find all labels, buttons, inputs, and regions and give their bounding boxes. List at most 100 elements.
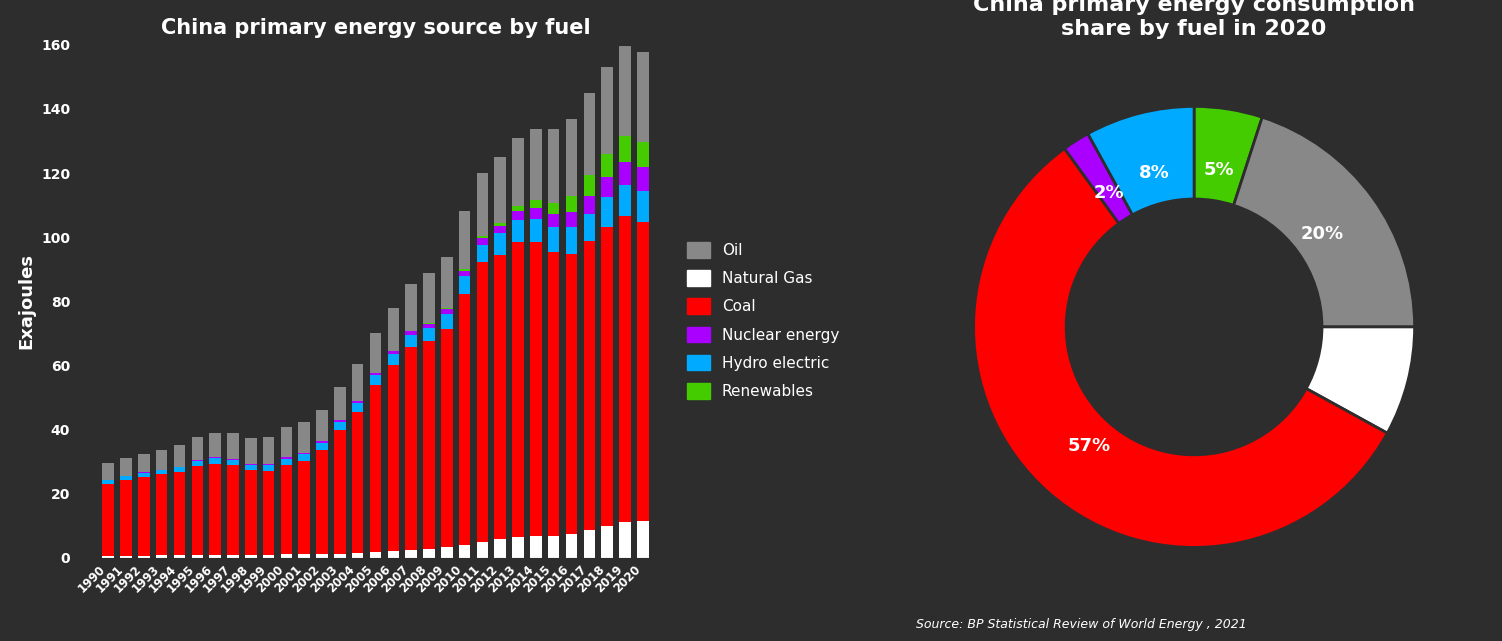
- Bar: [317, 450, 327, 554]
- Bar: [512, 219, 524, 242]
- Bar: [619, 136, 631, 162]
- Bar: [351, 412, 363, 553]
- Bar: [156, 470, 167, 474]
- Bar: [227, 460, 239, 465]
- Bar: [156, 450, 167, 469]
- Bar: [406, 335, 418, 347]
- Bar: [530, 242, 542, 536]
- Bar: [424, 549, 434, 558]
- Bar: [566, 119, 577, 196]
- Bar: [584, 93, 595, 176]
- Bar: [351, 401, 363, 403]
- Bar: [548, 536, 559, 558]
- Bar: [227, 433, 239, 459]
- Bar: [566, 254, 577, 534]
- Bar: [512, 206, 524, 212]
- Bar: [442, 256, 452, 308]
- Bar: [566, 212, 577, 227]
- Bar: [317, 441, 327, 443]
- Bar: [406, 550, 418, 558]
- Text: 2%: 2%: [1093, 184, 1125, 202]
- Bar: [227, 459, 239, 460]
- Bar: [530, 536, 542, 558]
- Bar: [548, 214, 559, 227]
- Bar: [530, 200, 542, 208]
- Wedge shape: [1307, 327, 1415, 433]
- Bar: [424, 328, 434, 340]
- Bar: [601, 153, 613, 176]
- Bar: [458, 545, 470, 558]
- Bar: [494, 233, 506, 254]
- Bar: [299, 453, 309, 454]
- Bar: [317, 554, 327, 558]
- Bar: [245, 470, 257, 555]
- Y-axis label: Exajoules: Exajoules: [18, 253, 36, 349]
- Bar: [458, 212, 470, 269]
- Bar: [512, 537, 524, 558]
- Bar: [299, 454, 309, 460]
- Bar: [388, 308, 400, 351]
- Bar: [530, 219, 542, 242]
- Bar: [120, 476, 132, 481]
- Bar: [120, 458, 132, 476]
- Bar: [406, 331, 418, 335]
- Bar: [281, 459, 293, 465]
- Text: 20%: 20%: [1301, 224, 1344, 242]
- Legend: Oil, Natural Gas, Coal, Nuclear energy, Hydro electric, Renewables: Oil, Natural Gas, Coal, Nuclear energy, …: [679, 235, 847, 406]
- Bar: [458, 269, 470, 271]
- Bar: [442, 308, 452, 313]
- Bar: [619, 47, 631, 136]
- Bar: [637, 522, 649, 558]
- Wedge shape: [1194, 106, 1262, 205]
- Bar: [245, 464, 257, 465]
- Text: Source: BP Statistical Review of World Energy , 2021: Source: BP Statistical Review of World E…: [916, 618, 1247, 631]
- Bar: [192, 555, 203, 558]
- Bar: [442, 547, 452, 558]
- Bar: [281, 465, 293, 554]
- Bar: [263, 465, 275, 471]
- Bar: [281, 458, 293, 459]
- Bar: [548, 203, 559, 214]
- Bar: [317, 410, 327, 441]
- Bar: [548, 227, 559, 252]
- Bar: [388, 551, 400, 558]
- Bar: [406, 284, 418, 331]
- Bar: [388, 351, 400, 354]
- Bar: [174, 445, 185, 467]
- Bar: [476, 237, 488, 238]
- Bar: [192, 460, 203, 461]
- Bar: [369, 375, 382, 385]
- Bar: [209, 464, 221, 555]
- Bar: [245, 438, 257, 464]
- Bar: [388, 365, 400, 551]
- Bar: [369, 333, 382, 372]
- Bar: [476, 262, 488, 542]
- Bar: [601, 526, 613, 558]
- Bar: [299, 460, 309, 554]
- Wedge shape: [1065, 134, 1133, 224]
- Bar: [637, 52, 649, 142]
- Bar: [281, 554, 293, 558]
- Bar: [102, 463, 114, 479]
- Text: 8%: 8%: [1332, 358, 1364, 376]
- Bar: [601, 227, 613, 526]
- Bar: [209, 458, 221, 464]
- Bar: [138, 556, 150, 558]
- Bar: [156, 555, 167, 558]
- Bar: [138, 477, 150, 556]
- Bar: [406, 347, 418, 550]
- Bar: [156, 474, 167, 555]
- Bar: [494, 540, 506, 558]
- Bar: [209, 555, 221, 558]
- Bar: [458, 271, 470, 276]
- Bar: [601, 197, 613, 227]
- Bar: [584, 213, 595, 241]
- Bar: [227, 465, 239, 555]
- Bar: [192, 437, 203, 460]
- Bar: [458, 294, 470, 545]
- Bar: [476, 542, 488, 558]
- Bar: [174, 472, 185, 555]
- Bar: [369, 373, 382, 375]
- Bar: [566, 227, 577, 254]
- Bar: [619, 522, 631, 558]
